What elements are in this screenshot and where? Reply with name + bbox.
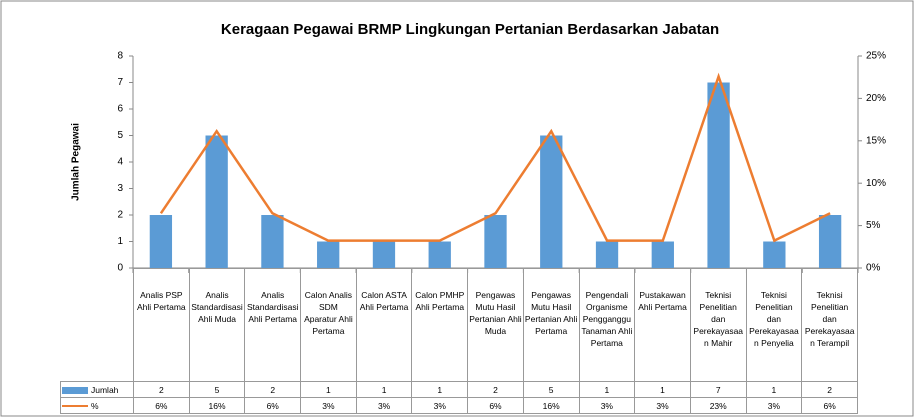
data-cell: 3% [745, 397, 803, 414]
data-cell: 5 [188, 381, 246, 398]
category-label: Analis Standardisasi Ahli Pertama [244, 268, 302, 382]
y2-tick-label: 15% [866, 135, 886, 146]
bar [205, 135, 228, 268]
legend-swatch [62, 386, 88, 394]
bar [428, 241, 451, 268]
corner [60, 268, 134, 382]
data-cell: 3% [634, 397, 691, 414]
y2-tick-label: 10% [866, 178, 886, 189]
data-cell: 2 [467, 381, 524, 398]
data-cell: 5 [522, 381, 580, 398]
y-tick-label: 0 [117, 263, 123, 274]
data-cell: 6% [133, 397, 190, 414]
category-label: Pustakawan Ahli Pertama [634, 268, 691, 382]
bar [595, 241, 619, 268]
data-cell: 16% [522, 397, 580, 414]
category-label: Analis Standardisasi Ahli Muda [188, 268, 246, 382]
data-cell: 6% [467, 397, 524, 414]
category-label: Analis PSP Ahli Pertama [133, 268, 190, 382]
data-cell: 6% [801, 397, 858, 414]
data-cell: 7 [689, 381, 747, 398]
category-label: Calon PMHP Ahli Pertama [411, 268, 469, 382]
category-label: Pengawas Mutu Hasil Pertanian Ahli Muda [467, 268, 524, 382]
data-cell: 1 [300, 381, 357, 398]
category-label: Calon Analis SDM Aparatur Ahli Pertama [300, 268, 357, 382]
y2-tick-label: 25% [866, 51, 886, 62]
bar [484, 215, 507, 268]
data-cell: 1 [745, 381, 803, 398]
bar [372, 241, 396, 268]
bar [317, 241, 340, 268]
bar [651, 241, 674, 268]
data-table: Analis PSP Ahli Pertama Analis Standardis… [60, 268, 858, 414]
data-cell: 1 [411, 381, 469, 398]
y2-tick-label: 5% [866, 220, 881, 231]
data-cell: 3% [300, 397, 357, 414]
legend-label: % [91, 400, 99, 411]
category-label: Teknisi Penelitian dan Perekayasaan Tera… [801, 268, 858, 382]
y-tick-label: 1 [117, 236, 123, 247]
y-tick-label: 8 [117, 51, 123, 62]
data-cell: 3% [411, 397, 469, 414]
data-cell: 23% [689, 397, 747, 414]
y-tick-label: 6 [117, 104, 123, 115]
data-cell: 1 [634, 381, 691, 398]
y2-tick-label: 20% [866, 93, 886, 104]
bar [818, 215, 842, 268]
bar [763, 241, 786, 268]
line-series [159, 72, 831, 243]
y2-tick-label: 0% [866, 263, 881, 274]
category-label: Pengendali Organisme Pengganggu Tanaman … [578, 268, 636, 382]
legend-swatch [62, 405, 88, 408]
category-label: Calon ASTA Ahli Pertama [355, 268, 413, 382]
data-cell: 3% [355, 397, 413, 414]
y-tick-label: 5 [117, 130, 123, 141]
legend-label: Jumlah [91, 384, 119, 395]
chart-title: Keragaan Pegawai BRMP Lingkungan Pertani… [221, 21, 719, 38]
category-label: Teknisi Penelitian dan Perekayasaan Mahi… [689, 268, 747, 382]
legend-entry: Jumlah [60, 381, 134, 398]
data-cell: 3% [578, 397, 636, 414]
category-label: Teknisi Penelitian dan Perekayasaan Peny… [745, 268, 803, 382]
bar [149, 215, 173, 268]
data-cell: 6% [244, 397, 302, 414]
data-cell: 16% [188, 397, 246, 414]
data-cell: 2 [244, 381, 302, 398]
category-label: Pengawas Mutu Hasil Pertanian Ahli Perta… [522, 268, 580, 382]
bar [707, 82, 730, 268]
y-tick-label: 3 [117, 183, 123, 194]
data-cell: 2 [801, 381, 858, 398]
bar [540, 135, 563, 268]
data-cell: 1 [578, 381, 636, 398]
y-tick-label: 2 [117, 210, 123, 221]
y-axis-title: Jumlah Pegawai [71, 123, 82, 201]
data-cell: 2 [133, 381, 190, 398]
data-cell: 1 [355, 381, 413, 398]
bar [261, 215, 284, 268]
legend-entry: % [60, 397, 134, 414]
y-tick-label: 4 [117, 157, 123, 168]
y-tick-label: 7 [117, 77, 123, 88]
